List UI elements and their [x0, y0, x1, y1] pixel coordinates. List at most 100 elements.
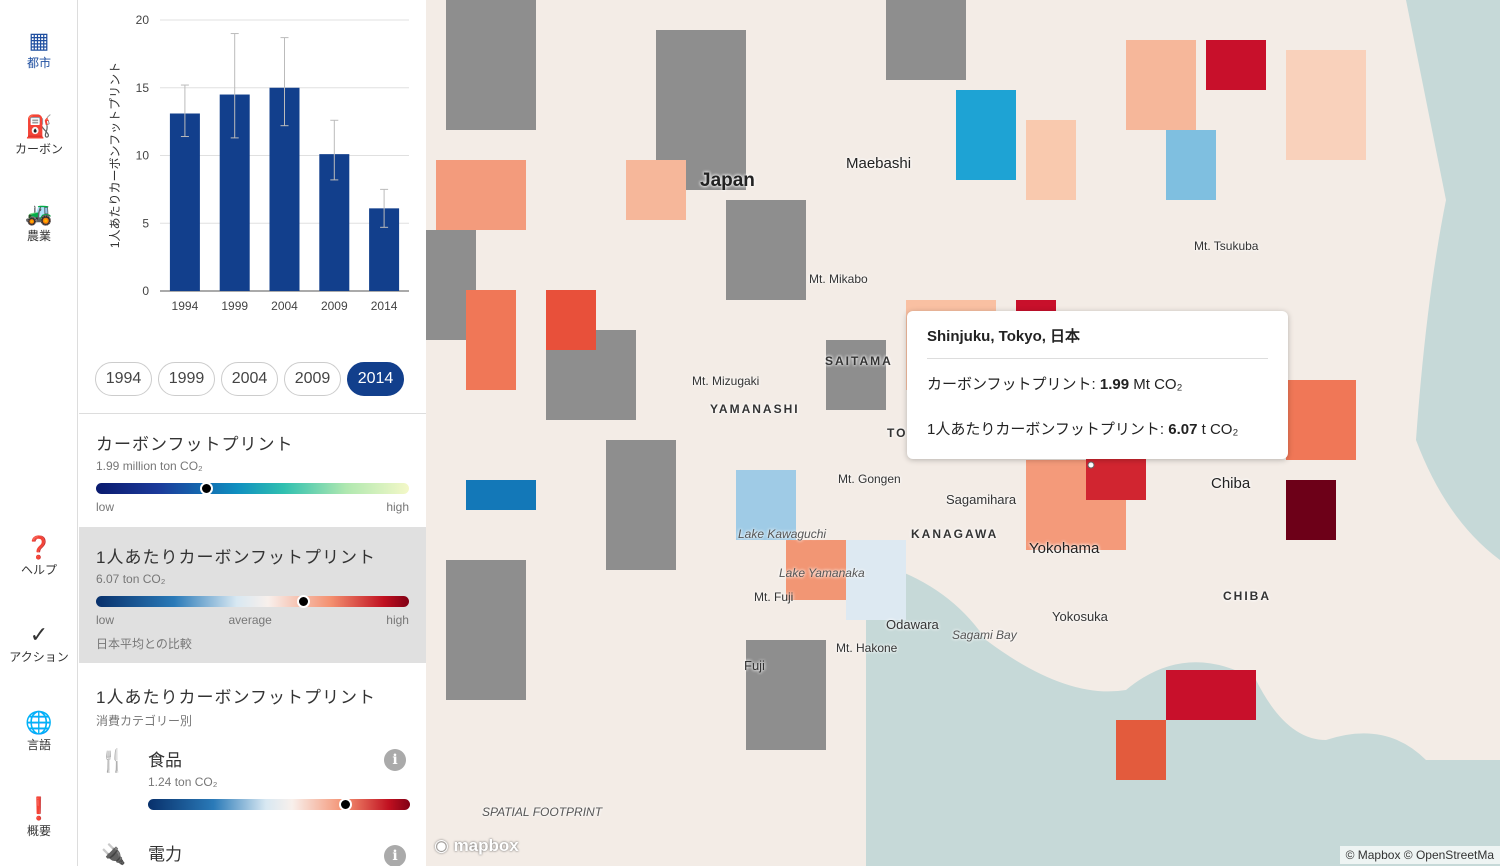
globe-icon: 🌐	[25, 710, 53, 735]
map-label: Mt. Gongen	[838, 472, 901, 486]
map-label: Fuji	[744, 658, 765, 673]
nav-action[interactable]: ✓ アクション	[0, 622, 78, 665]
map-label: KANAGAWA	[911, 527, 999, 541]
map-label: Yokosuka	[1052, 609, 1108, 624]
label: カーボンフットプリント:	[927, 376, 1100, 393]
map-label: Lake Yamanaka	[779, 566, 865, 580]
y-tick-label: 5	[142, 216, 149, 230]
fork-knife-icon: 🍴	[99, 748, 127, 773]
per-capita-marker	[296, 595, 310, 608]
category-food: 食品 1.24 ton CO₂	[148, 746, 410, 811]
map-label: Chiba	[1211, 475, 1251, 492]
y-tick-label: 15	[136, 81, 150, 95]
scale-low: low	[96, 500, 115, 514]
spatial-footprint-logo: SPATIAL FOOTPRINT	[482, 805, 603, 819]
map-label: SAITAMA	[825, 354, 893, 368]
year-button-2009[interactable]: 2009	[284, 362, 341, 396]
year-button-2014[interactable]: 2014	[347, 362, 404, 396]
per-capita-title: 1人あたりカーボンフットプリント	[96, 548, 376, 567]
category-section: 1人あたりカーボンフットプリント 消費カテゴリー別	[79, 683, 426, 729]
footprint-scale	[96, 482, 409, 495]
map-label: Sagami Bay	[952, 628, 1017, 642]
year-selector: 1994 1999 2004 2009 2014	[95, 362, 404, 396]
category-name: 食品	[148, 751, 182, 770]
per-capita-value: 6.07 ton CO₂	[96, 572, 166, 586]
mapbox-logo[interactable]: ◉ mapbox	[434, 836, 519, 855]
map-label: Japan	[700, 170, 755, 191]
year-button-1999[interactable]: 1999	[158, 362, 215, 396]
y-tick-label: 10	[136, 149, 150, 163]
footprint-marker	[199, 482, 213, 495]
info-panel: 0 5 10 15 20 1人あたりカーボンフットプリント 1994 1999 2004 2009…	[79, 0, 426, 866]
unit: Mt CO₂	[1129, 376, 1183, 393]
help-icon: ❓	[25, 535, 53, 560]
category-subtitle: 消費カテゴリー別	[96, 714, 193, 728]
food-scale	[148, 798, 410, 811]
nav-language[interactable]: 🌐 言語	[0, 710, 78, 753]
unit: t CO₂	[1197, 421, 1239, 438]
y-tick-label: 0	[142, 284, 149, 298]
per-capita-scale	[96, 595, 409, 608]
map-label: Mt. Mizugaki	[692, 374, 760, 388]
x-tick-label: 2014	[371, 299, 398, 313]
sea	[1406, 0, 1500, 560]
nav-help[interactable]: ❓ ヘルプ	[0, 535, 78, 578]
tooltip-per-capita: 1人あたりカーボンフットプリント: 6.07 t CO₂	[927, 418, 1268, 439]
map-label: TO	[887, 426, 908, 440]
city-icon: ▦	[28, 28, 50, 53]
x-tick-label: 1999	[221, 299, 248, 313]
map-label: Odawara	[886, 617, 939, 632]
tractor-icon: 🚜	[25, 201, 53, 226]
year-button-2004[interactable]: 2004	[221, 362, 278, 396]
y-axis-label: 1人あたりカーボンフットプリント	[108, 62, 122, 248]
alert-icon: ❗	[25, 796, 53, 821]
map-regions	[426, 0, 1500, 866]
footprint-section: カーボンフットプリント 1.99 million ton CO₂ low high	[79, 430, 426, 514]
footprint-title: カーボンフットプリント	[96, 435, 294, 454]
per-capita-bar-chart: 0 5 10 15 20 1人あたりカーボンフットプリント 1994 1999 2004 2009…	[108, 13, 409, 313]
label: 1人あたりカーボンフットプリント:	[927, 421, 1169, 438]
map-label: Yokohama	[1029, 540, 1100, 557]
scale-high: high	[386, 500, 409, 514]
map-attribution[interactable]: © Mapbox © OpenStreetMa	[1339, 846, 1500, 864]
value: 6.07	[1168, 421, 1198, 438]
map-label: Mt. Tsukuba	[1194, 239, 1259, 253]
scale-low: low	[96, 613, 115, 627]
info-icon[interactable]: i	[384, 845, 406, 866]
per-capita-section[interactable]: 1人あたりカーボンフットプリント 6.07 ton CO₂ low average…	[79, 527, 426, 663]
map-label: CHIBA	[1223, 589, 1271, 603]
bar-1994	[169, 113, 200, 292]
value: 1.99	[1099, 376, 1130, 393]
plug-icon: 🔌	[101, 844, 126, 866]
footprint-value: 1.99 million ton CO₂	[96, 459, 203, 473]
food-marker	[338, 798, 352, 811]
map-label: Lake Kawaguchi	[738, 527, 827, 541]
category-title: 1人あたりカーボンフットプリント	[96, 688, 376, 707]
year-button-1994[interactable]: 1994	[95, 362, 152, 396]
nav-city[interactable]: ▦ 都市	[0, 28, 78, 71]
selected-city-marker	[1087, 461, 1095, 469]
per-capita-note: 日本平均との比較	[96, 637, 192, 651]
y-tick-label: 20	[136, 13, 150, 27]
map-label: Mt. Fuji	[754, 590, 794, 604]
category-value: 1.24 ton CO₂	[148, 775, 218, 789]
x-tick-label: 2009	[321, 299, 348, 313]
check-icon: ✓	[29, 622, 49, 647]
mapbox-wordmark: mapbox	[453, 836, 519, 855]
map-label: Mt. Mikabo	[809, 272, 868, 286]
map-tooltip: Shinjuku, Tokyo, 日本 カーボンフットプリント: 1.99 Mt…	[907, 311, 1288, 459]
tooltip-footprint: カーボンフットプリント: 1.99 Mt CO₂	[927, 373, 1268, 394]
map-label: Maebashi	[846, 155, 912, 172]
x-tick-label: 1994	[172, 299, 199, 313]
map-label: YAMANASHI	[710, 402, 800, 416]
nav-agriculture[interactable]: 🚜 農業	[0, 201, 78, 244]
tooltip-title: Shinjuku, Tokyo, 日本	[927, 328, 1081, 345]
nav-about[interactable]: ❗ 概要	[0, 796, 78, 839]
scale-high: high	[386, 613, 409, 627]
map-label: Mt. Hakone	[836, 641, 898, 655]
x-tick-label: 2004	[271, 299, 298, 313]
side-nav: ▦ 都市 ⛽ カーボン 🚜 農業 ❓ ヘルプ ✓ アクション 🌐 言語 ❗ 概要	[0, 0, 78, 866]
info-icon[interactable]: i	[384, 749, 406, 771]
nav-carbon[interactable]: ⛽ カーボン	[0, 114, 78, 157]
fuel-pump-icon: ⛽	[25, 114, 53, 139]
